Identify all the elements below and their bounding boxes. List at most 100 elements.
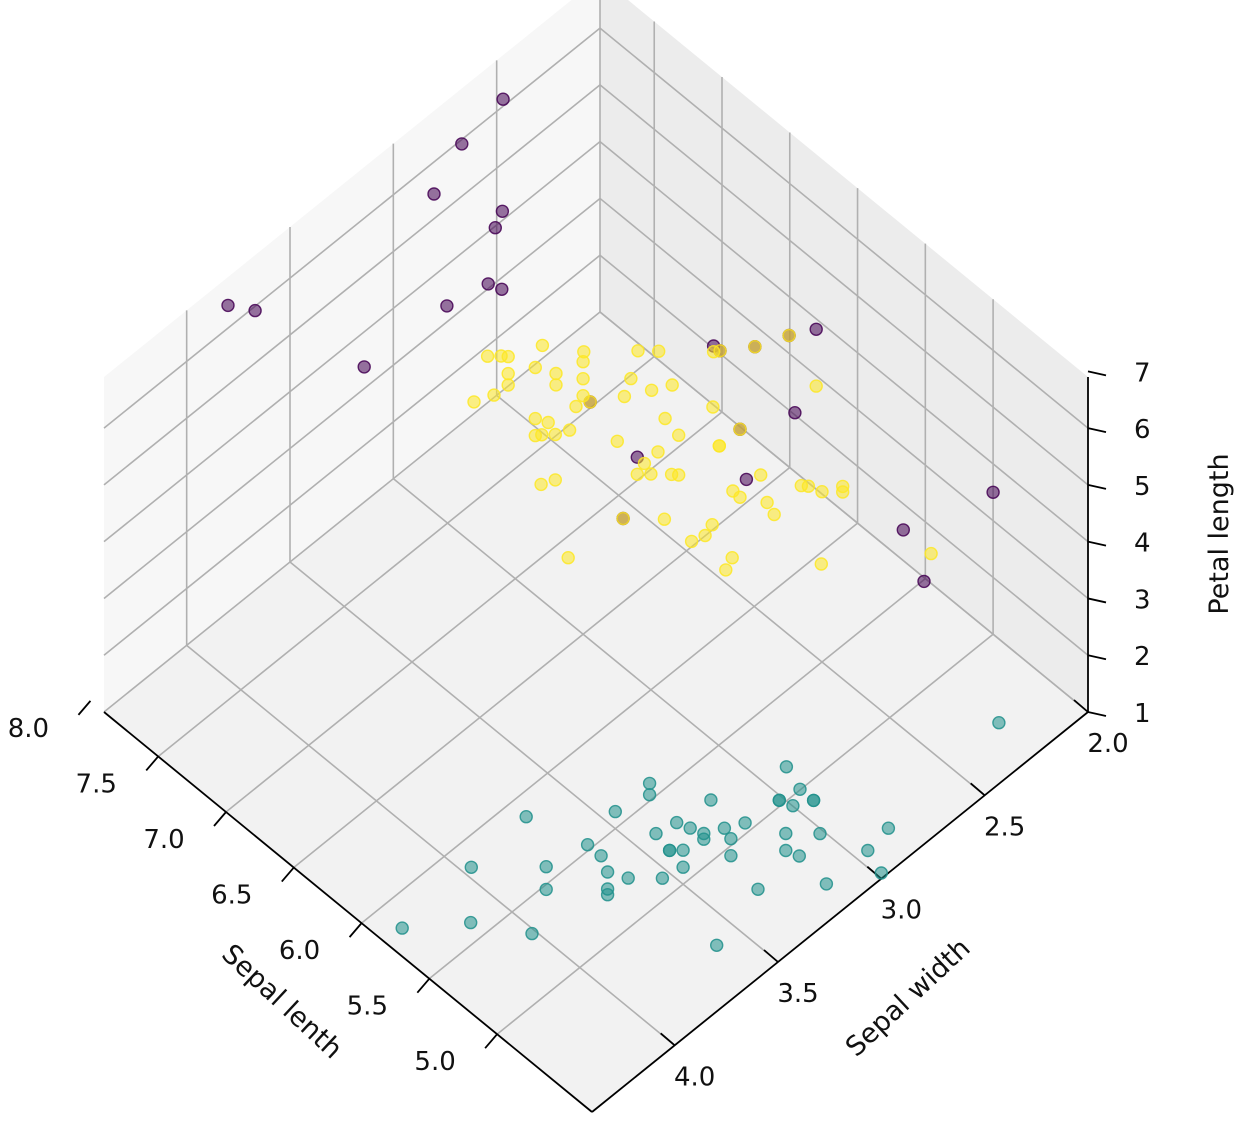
- grid-lines: [103, 0, 1089, 1046]
- grid-line-z-right: [599, 197, 1089, 600]
- scatter-point: [719, 563, 733, 577]
- scatter-point: [751, 882, 765, 896]
- scatter-point: [724, 849, 738, 863]
- scatter-point: [617, 389, 632, 404]
- scatter-point: [652, 344, 666, 358]
- grid-line-z-right: [599, 254, 1089, 656]
- scatter-point: [725, 551, 739, 565]
- scatter-point: [464, 915, 478, 930]
- scatter-point: [610, 434, 624, 448]
- scatter-point: [733, 490, 747, 504]
- scatter-point: [580, 838, 595, 852]
- scatter-point: [455, 137, 469, 151]
- scatter-point: [917, 574, 931, 589]
- scatter-point: [779, 826, 793, 841]
- data-points: [221, 92, 1006, 952]
- scatter-point: [738, 816, 752, 830]
- scatter-point: [519, 810, 533, 824]
- scatter-point: [534, 477, 548, 492]
- scatter-point: [642, 776, 657, 791]
- scatter-point: [717, 821, 732, 835]
- scatter-point: [630, 467, 644, 481]
- grid-line-z-left: [103, 311, 601, 713]
- x-tick-label: 6.0: [279, 936, 320, 966]
- y-tick-label: 2.0: [1087, 729, 1128, 759]
- scatter-point: [487, 388, 501, 402]
- scatter-point: [782, 328, 796, 343]
- scatter-point: [576, 372, 590, 386]
- grid-line-z-left: [103, 141, 601, 543]
- scatter-point: [535, 338, 550, 353]
- z-tick-mark: [1087, 370, 1107, 377]
- grid-line-z-right: [599, 84, 1089, 486]
- scatter-point: [549, 366, 563, 381]
- scatter-point: [600, 865, 615, 879]
- scatter-point: [779, 760, 794, 774]
- scatter-point: [819, 877, 834, 891]
- x-tick-mark: [77, 700, 92, 716]
- z-tick-label: 6: [1134, 415, 1151, 445]
- scatter-point: [815, 485, 829, 499]
- z-tick-label: 7: [1134, 358, 1151, 388]
- scatter-point: [861, 843, 875, 858]
- z-tick-label: 1: [1134, 699, 1151, 729]
- grid-line-z-left: [103, 197, 601, 600]
- scatter-point: [637, 456, 652, 471]
- z-tick-label: 5: [1134, 472, 1151, 502]
- scatter-point: [569, 399, 583, 414]
- scatter-point: [665, 378, 679, 392]
- scatter-point: [357, 360, 371, 374]
- scatter-point: [772, 793, 786, 807]
- scatter-point: [496, 92, 510, 106]
- scatter-point: [676, 843, 690, 857]
- scatter-point: [813, 826, 827, 841]
- left-back-pane: [104, 0, 600, 712]
- scatter-point: [528, 360, 542, 375]
- scatter-point: [539, 882, 553, 897]
- scatter-point: [528, 411, 542, 426]
- scatter-point: [672, 428, 686, 442]
- scatter-point: [657, 512, 672, 526]
- x-tick-label: 6.5: [211, 881, 252, 911]
- scatter-point: [754, 468, 768, 482]
- scatter-point: [464, 860, 478, 874]
- grid-line-y-floor: [496, 394, 986, 796]
- y-tick-mark: [763, 949, 779, 963]
- y-tick-label: 4.0: [674, 1062, 715, 1092]
- scatter-point: [651, 445, 665, 459]
- scatter-point: [655, 871, 670, 885]
- axis-lines: [77, 370, 1107, 1113]
- scatter-point: [809, 379, 823, 393]
- scatter-point: [809, 322, 823, 336]
- scatter-point: [806, 793, 821, 808]
- scatter-point: [548, 427, 562, 442]
- z-tick-label: 4: [1134, 529, 1151, 559]
- scatter-point: [676, 860, 690, 874]
- y-tick-mark: [1073, 699, 1089, 713]
- grid-line-y-floor: [392, 478, 882, 880]
- scatter-point: [924, 546, 938, 561]
- scatter-point: [670, 815, 684, 830]
- scatter-point: [480, 349, 495, 363]
- scatter-point: [658, 411, 672, 426]
- scatter-point: [739, 472, 754, 487]
- scatter-point: [704, 793, 718, 807]
- z-tick-mark: [1087, 654, 1107, 661]
- scatter-point: [541, 415, 555, 430]
- scatter-point: [786, 799, 800, 813]
- scatter-point: [724, 832, 738, 846]
- scatter-point: [495, 282, 509, 296]
- scatter-point: [713, 344, 727, 358]
- scatter-point: [631, 344, 645, 358]
- scatter-point: [992, 716, 1006, 730]
- x-tick-label: 5.5: [347, 992, 388, 1022]
- scatter-point: [494, 349, 508, 363]
- scatter-point: [683, 821, 697, 835]
- scatter-point: [760, 495, 774, 510]
- scatter-point: [801, 479, 816, 493]
- y-tick-label: 3.5: [777, 979, 818, 1009]
- scatter-point: [539, 860, 553, 874]
- scatter-point: [481, 277, 495, 291]
